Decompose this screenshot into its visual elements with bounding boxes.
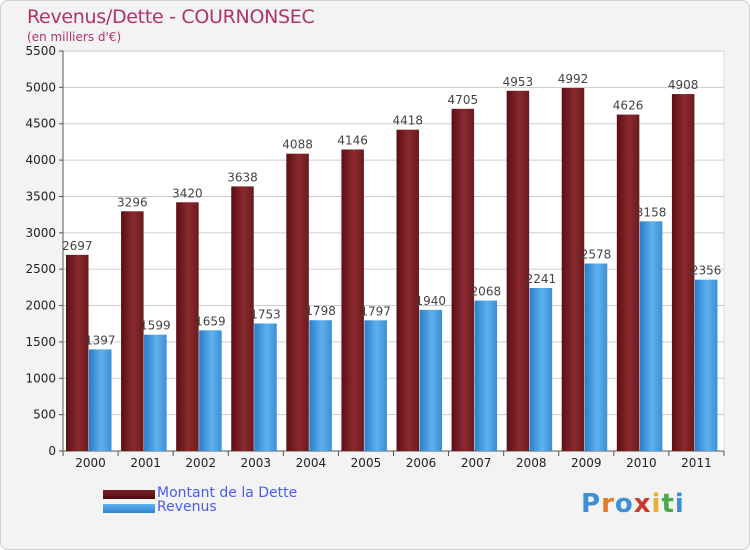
x-tick-label: 2009 (571, 456, 602, 470)
y-tick-label: 3000 (25, 226, 56, 240)
y-tick-label: 1500 (25, 335, 56, 349)
y-tick-label: 5000 (25, 80, 56, 94)
legend-swatch-revenus (103, 504, 155, 513)
bar-revenus (639, 221, 663, 451)
bar-revenus (694, 279, 718, 451)
data-label-revenus: 2241 (526, 272, 557, 286)
data-label-revenus: 1397 (85, 333, 116, 347)
y-tick-label: 4500 (25, 117, 56, 131)
bar-dette (121, 211, 144, 451)
x-tick-label: 2010 (626, 456, 657, 470)
x-tick-label: 2008 (516, 456, 547, 470)
bar-revenus (199, 330, 222, 451)
bar-revenus (309, 320, 332, 451)
legend-swatch-dette (103, 490, 155, 499)
y-tick-label: 2500 (25, 262, 56, 276)
data-label-dette: 4705 (448, 93, 479, 107)
legend-label-dette: Montant de la Dette (157, 485, 298, 501)
data-label-dette: 3296 (117, 195, 148, 209)
y-tick-label: 3500 (25, 189, 56, 203)
data-label-dette: 4908 (668, 78, 699, 92)
bar-dette (561, 87, 585, 451)
data-label-revenus: 2578 (581, 248, 612, 262)
bar-revenus (529, 288, 553, 451)
data-label-revenus: 1753 (250, 308, 281, 322)
y-tick-label: 0 (48, 444, 56, 458)
logo-letter: i (651, 489, 662, 519)
data-label-revenus: 1659 (195, 314, 226, 328)
data-label-dette: 4146 (337, 133, 368, 147)
y-tick-label: 2000 (25, 299, 56, 313)
logo-letter: r (601, 489, 615, 519)
bar-dette (671, 94, 695, 452)
x-tick-label: 2002 (185, 456, 216, 470)
bar-dette (176, 202, 199, 451)
bar-dette (506, 90, 530, 452)
proxiti-logo: Proxiti (581, 489, 685, 519)
data-label-revenus: 2068 (471, 285, 502, 299)
x-tick-label: 2003 (241, 456, 272, 470)
chart-subtitle: (en milliers d'€) (27, 30, 122, 44)
bar-revenus (144, 334, 167, 451)
x-tick-label: 2004 (296, 456, 327, 470)
data-label-revenus: 3158 (636, 205, 667, 219)
bar-revenus (89, 349, 112, 451)
y-tick-label: 5500 (25, 44, 56, 58)
bar-dette (396, 129, 419, 451)
x-tick-label: 2006 (406, 456, 437, 470)
bar-dette (66, 254, 89, 451)
data-label-revenus: 2356 (691, 264, 722, 278)
bar-revenus (419, 309, 442, 451)
x-tick-label: 2005 (351, 456, 382, 470)
logo-letter: P (581, 489, 602, 519)
data-label-dette: 4953 (503, 75, 534, 89)
y-tick-label: 1000 (25, 371, 56, 385)
bar-revenus (474, 300, 498, 451)
data-label-revenus: 1798 (305, 304, 336, 318)
data-label-dette: 3638 (227, 170, 258, 184)
plot-area (62, 50, 725, 452)
bar-revenus (364, 320, 387, 451)
data-label-dette: 3420 (172, 186, 203, 200)
data-label-revenus: 1797 (360, 304, 391, 318)
bar-dette (451, 108, 475, 452)
x-tick-label: 2000 (75, 456, 106, 470)
bar-dette (286, 153, 309, 451)
bar-dette (341, 149, 364, 452)
logo-letter: o (614, 489, 634, 519)
y-tick-label: 500 (33, 408, 56, 422)
x-tick-label: 2007 (461, 456, 492, 470)
legend-label-revenus: Revenus (157, 499, 217, 515)
data-label-dette: 4418 (392, 114, 423, 128)
data-label-dette: 4626 (613, 99, 644, 113)
logo-letter: t (661, 489, 675, 519)
bar-revenus (584, 263, 608, 451)
data-label-dette: 4088 (282, 138, 313, 152)
y-tick-label: 4000 (25, 153, 56, 167)
data-label-dette: 2697 (62, 239, 93, 253)
data-label-revenus: 1599 (140, 319, 171, 333)
bar-dette (616, 114, 640, 452)
bar-revenus (254, 323, 277, 451)
logo-letter: x (633, 489, 652, 519)
x-tick-label: 2011 (681, 456, 712, 470)
x-tick-label: 2001 (130, 456, 161, 470)
data-label-dette: 4992 (558, 72, 589, 86)
data-label-revenus: 1940 (415, 294, 446, 308)
logo-letter: i (674, 489, 685, 519)
bar-dette (231, 186, 254, 451)
chart-title: Revenus/Dette - COURNONSEC (27, 6, 315, 28)
